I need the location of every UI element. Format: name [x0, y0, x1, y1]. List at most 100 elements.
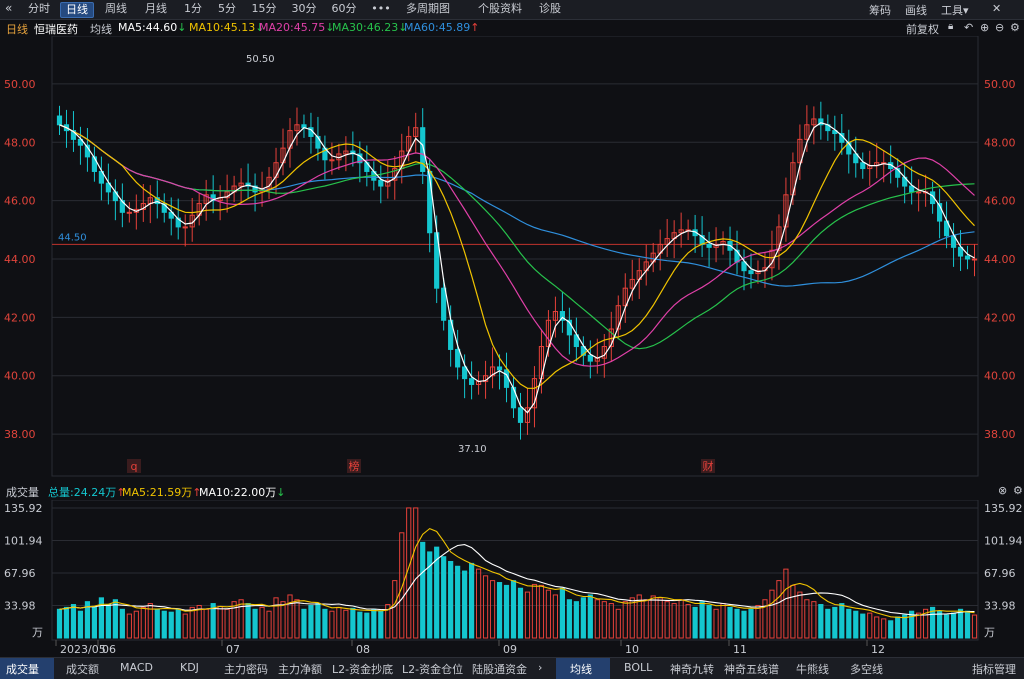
volume-bar	[790, 584, 796, 639]
candle	[748, 270, 754, 275]
settings-icon[interactable]: ⚙	[1010, 21, 1020, 34]
zoom-in-icon[interactable]: ⊕	[980, 21, 990, 34]
lock-icon[interactable]: 🔒︎	[948, 21, 954, 32]
volume-bar	[273, 597, 279, 639]
volume-tick-right: 33.98	[984, 600, 1016, 613]
close-indicator-icon[interactable]: ⊗	[998, 484, 1008, 497]
price-tick-left: 38.00	[4, 428, 36, 441]
volume-bar	[580, 597, 586, 639]
candle	[238, 182, 244, 187]
volume-bar	[797, 591, 803, 639]
candle	[182, 226, 188, 229]
ma-label[interactable]: 均线	[90, 23, 112, 36]
tab-boll[interactable]: BOLL	[624, 661, 653, 674]
tab-magic-five[interactable]: 神奇五线谱	[724, 663, 779, 676]
candle	[587, 354, 593, 362]
volume-total: 总量:24.24万↑	[48, 486, 126, 499]
close-icon[interactable]: ✕	[992, 2, 1002, 15]
tab-l2-position[interactable]: L2-资金仓位	[402, 663, 464, 676]
tab-60min[interactable]: 60分	[331, 2, 357, 15]
month-label: 2023/05	[60, 643, 106, 656]
candle	[524, 407, 531, 423]
price-tick-right: 46.00	[984, 195, 1016, 208]
tools-menu[interactable]: 工具▾	[941, 4, 969, 17]
candle	[957, 246, 964, 257]
tab-magic-nine[interactable]: 神奇九转	[670, 663, 714, 676]
tab-kdj[interactable]: KDJ	[180, 661, 199, 674]
adjust-mode[interactable]: 前复权	[906, 23, 939, 36]
tab-diagnose[interactable]: 诊股	[539, 2, 561, 15]
event-marker: 榜	[349, 459, 360, 473]
back-icon[interactable]: «	[5, 1, 13, 15]
volume-bar	[140, 606, 146, 639]
volume-bar	[881, 618, 887, 639]
chevron-right-icon[interactable]: ›	[538, 661, 543, 674]
price-tick-left: 50.00	[4, 78, 36, 91]
volume-bar	[566, 599, 572, 639]
tab-bull-bear[interactable]: 牛熊线	[796, 663, 829, 676]
volume-bar	[259, 606, 265, 639]
tab-hk-connect[interactable]: 陆股通资金	[472, 663, 527, 676]
undo-icon[interactable]: ↶	[964, 21, 974, 34]
volume-bar	[175, 608, 181, 639]
tab-turnover[interactable]: 成交额	[66, 663, 99, 676]
tab-ma[interactable]: 均线	[570, 663, 592, 676]
volume-bar	[957, 608, 964, 639]
tab-fenshi[interactable]: 分时	[28, 2, 50, 15]
tab-indicator-manage[interactable]: 指标管理	[972, 663, 1016, 676]
tab-daily[interactable]: 日线	[60, 2, 94, 18]
candle	[455, 348, 461, 368]
tab-1min[interactable]: 1分	[184, 2, 202, 15]
candle	[126, 211, 132, 214]
volume-bar	[84, 601, 91, 639]
volume-bar	[182, 613, 188, 639]
tab-macd[interactable]: MACD	[120, 661, 153, 674]
volume-bar	[524, 591, 531, 639]
tab-l2-bottom[interactable]: L2-资金抄底	[332, 663, 394, 676]
volume-bar	[552, 594, 559, 639]
candle	[517, 407, 524, 423]
month-label: 10	[625, 643, 639, 656]
volume-plot-frame	[51, 500, 979, 641]
volume-bar	[496, 582, 503, 639]
more-periods-icon[interactable]: •••	[371, 2, 391, 15]
tab-monthly[interactable]: 月线	[145, 2, 167, 15]
period-label: 日线	[6, 23, 28, 36]
volume-bar	[594, 599, 600, 639]
tab-30min[interactable]: 30分	[291, 2, 317, 15]
candle	[329, 159, 335, 162]
price-tick-left: 42.00	[4, 311, 36, 324]
candle	[496, 366, 503, 371]
tab-5min[interactable]: 5分	[218, 2, 236, 15]
settings-icon[interactable]: ⚙	[1013, 484, 1023, 497]
tab-stock-profile[interactable]: 个股资料	[478, 2, 522, 15]
candle	[797, 138, 803, 164]
tab-15min[interactable]: 15分	[251, 2, 277, 15]
volume-bar	[936, 610, 943, 639]
volume-unit-right: 万	[984, 626, 995, 639]
event-marker: q	[131, 460, 138, 473]
volume-bar	[350, 607, 356, 639]
volume-bar	[112, 599, 118, 639]
tab-main-net[interactable]: 主力净额	[278, 663, 322, 676]
price-chart[interactable]: 50.00 50.00 48.00 48.00 46.00 46.00 44.00 44.00…	[0, 36, 1024, 483]
volume-bar	[874, 616, 880, 639]
volume-tick-right: 135.92	[984, 502, 1023, 515]
zoom-out-icon[interactable]: ⊖	[995, 21, 1005, 34]
tab-volume[interactable]: 成交量	[6, 663, 39, 676]
draw-line-button[interactable]: 画线	[905, 4, 927, 17]
tab-main-code[interactable]: 主力密码	[224, 663, 268, 676]
volume-chart[interactable]: 135.92 135.92 101.94 101.94 67.96 67.96 33.98 3…	[0, 500, 1024, 656]
candle	[936, 203, 943, 222]
volume-bar	[888, 620, 894, 639]
volume-bar	[371, 608, 377, 639]
candle	[776, 226, 782, 251]
price-tick-left: 48.00	[4, 136, 36, 149]
volume-bar	[224, 608, 230, 639]
tab-multi-period[interactable]: 多周期图	[406, 2, 450, 15]
candle	[755, 270, 761, 275]
chip-button[interactable]: 筹码	[869, 4, 891, 17]
price-tick-left: 46.00	[4, 195, 36, 208]
tab-long-short[interactable]: 多空线	[850, 663, 883, 676]
tab-weekly[interactable]: 周线	[105, 2, 127, 15]
